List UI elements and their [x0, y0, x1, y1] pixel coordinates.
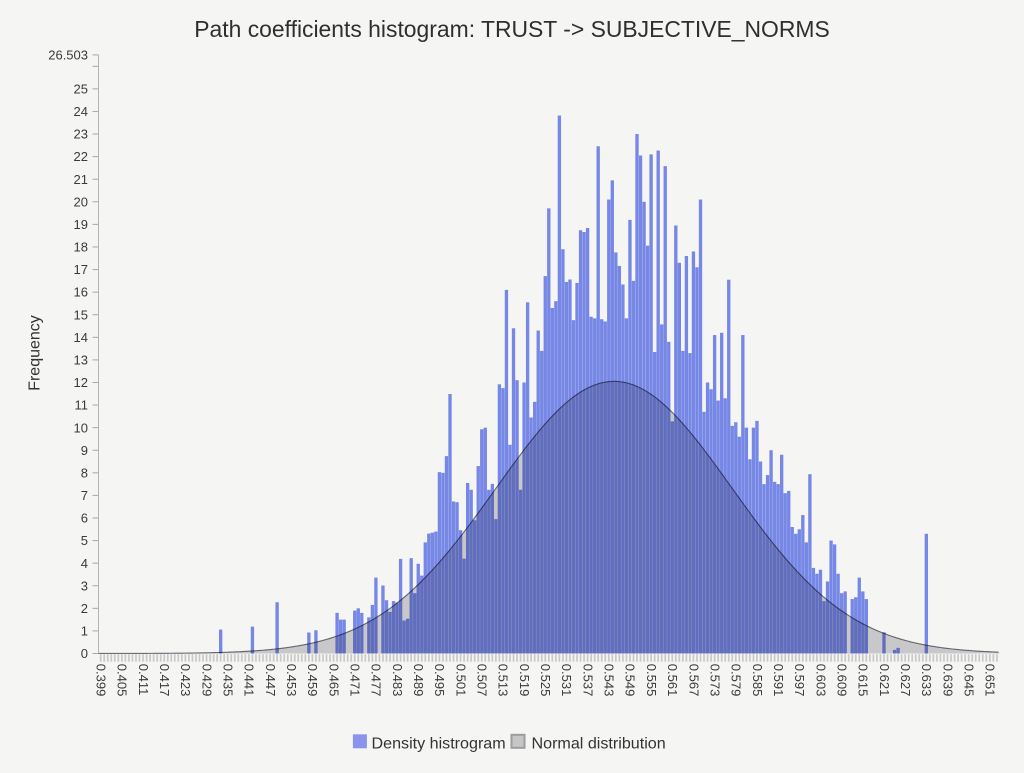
svg-text:5: 5 — [81, 533, 88, 548]
svg-text:0: 0 — [81, 646, 88, 661]
svg-text:0.471: 0.471 — [348, 664, 363, 697]
svg-text:Density histrogram: Density histrogram — [372, 735, 506, 753]
svg-text:0.501: 0.501 — [453, 664, 468, 697]
svg-text:0.417: 0.417 — [157, 664, 172, 697]
svg-text:22: 22 — [74, 149, 88, 164]
svg-text:14: 14 — [74, 330, 88, 345]
svg-text:21: 21 — [74, 172, 88, 187]
svg-text:0.477: 0.477 — [369, 664, 384, 697]
svg-text:2: 2 — [81, 601, 88, 616]
svg-text:0.507: 0.507 — [475, 664, 490, 697]
svg-text:0.543: 0.543 — [602, 664, 617, 697]
svg-text:19: 19 — [74, 217, 88, 232]
svg-text:0.525: 0.525 — [538, 664, 553, 697]
svg-text:0.639: 0.639 — [940, 664, 955, 697]
svg-text:0.603: 0.603 — [813, 664, 828, 697]
svg-text:0.537: 0.537 — [580, 664, 595, 697]
svg-text:26.503: 26.503 — [48, 48, 88, 63]
svg-text:3: 3 — [81, 578, 88, 593]
svg-text:0.567: 0.567 — [686, 664, 701, 697]
svg-text:18: 18 — [74, 240, 88, 255]
svg-text:0.465: 0.465 — [326, 664, 341, 697]
svg-text:23: 23 — [74, 127, 88, 142]
svg-text:0.441: 0.441 — [242, 664, 257, 697]
svg-text:0.459: 0.459 — [305, 664, 320, 697]
svg-text:0.585: 0.585 — [750, 664, 765, 697]
svg-text:1: 1 — [81, 624, 88, 639]
svg-text:15: 15 — [74, 307, 88, 322]
svg-text:0.495: 0.495 — [432, 664, 447, 697]
svg-text:9: 9 — [81, 443, 88, 458]
svg-text:11: 11 — [75, 398, 89, 413]
svg-text:0.561: 0.561 — [665, 664, 680, 697]
svg-text:Path coefficients histogram: T: Path coefficients histogram: TRUST -> SU… — [194, 16, 829, 42]
svg-text:17: 17 — [74, 262, 88, 277]
svg-text:10: 10 — [74, 420, 88, 435]
svg-text:0.411: 0.411 — [136, 664, 151, 696]
svg-text:0.615: 0.615 — [856, 664, 871, 697]
svg-text:0.513: 0.513 — [496, 664, 511, 697]
svg-text:6: 6 — [81, 511, 88, 526]
svg-text:0.633: 0.633 — [919, 664, 934, 697]
svg-text:24: 24 — [74, 104, 88, 119]
svg-text:0.549: 0.549 — [623, 664, 638, 697]
svg-text:20: 20 — [74, 194, 88, 209]
svg-text:0.405: 0.405 — [115, 664, 130, 697]
svg-text:0.531: 0.531 — [559, 664, 574, 697]
svg-text:0.429: 0.429 — [199, 664, 214, 697]
svg-text:Frequency: Frequency — [27, 315, 44, 391]
svg-text:0.573: 0.573 — [707, 664, 722, 697]
svg-text:13: 13 — [74, 353, 88, 368]
svg-text:0.621: 0.621 — [877, 664, 892, 697]
svg-text:12: 12 — [74, 375, 88, 390]
svg-text:25: 25 — [74, 81, 88, 96]
svg-text:4: 4 — [81, 556, 88, 571]
svg-text:0.447: 0.447 — [263, 664, 278, 697]
svg-text:0.645: 0.645 — [962, 664, 977, 697]
svg-text:Normal distribution: Normal distribution — [532, 735, 666, 753]
svg-text:8: 8 — [81, 465, 88, 480]
svg-text:16: 16 — [74, 285, 88, 300]
svg-text:0.399: 0.399 — [94, 664, 109, 697]
svg-text:0.435: 0.435 — [221, 664, 236, 697]
svg-text:0.609: 0.609 — [834, 664, 849, 697]
svg-text:0.423: 0.423 — [178, 664, 193, 697]
svg-text:0.597: 0.597 — [792, 664, 807, 697]
svg-text:0.489: 0.489 — [411, 664, 426, 697]
svg-text:0.651: 0.651 — [983, 664, 998, 697]
svg-text:0.453: 0.453 — [284, 664, 299, 697]
svg-text:0.555: 0.555 — [644, 664, 659, 697]
svg-text:7: 7 — [81, 488, 88, 503]
svg-text:0.591: 0.591 — [771, 664, 786, 697]
svg-text:0.579: 0.579 — [729, 664, 744, 697]
svg-text:0.627: 0.627 — [898, 664, 913, 697]
svg-text:0.519: 0.519 — [517, 664, 532, 697]
svg-text:0.483: 0.483 — [390, 664, 405, 697]
